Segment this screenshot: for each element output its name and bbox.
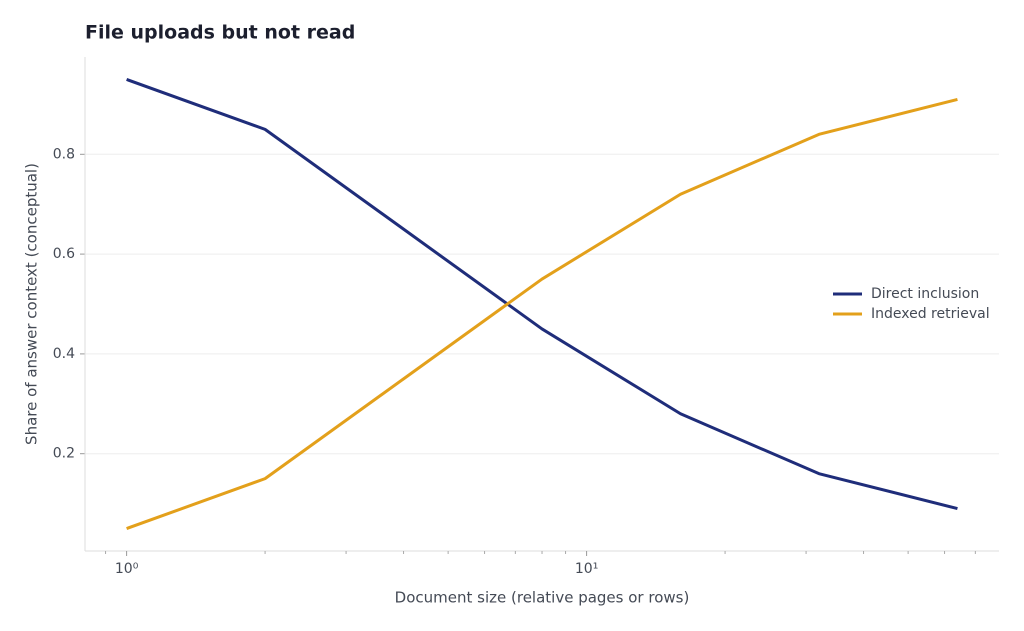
- line-series: [126, 97, 958, 530]
- x-tick-label: 10¹: [575, 561, 598, 577]
- y-axis-label: Share of answer context (conceptual): [23, 163, 41, 445]
- y-tick-label: 0.6: [53, 246, 75, 262]
- legend-label: Indexed retrieval: [871, 306, 990, 322]
- y-tick-label: 0.4: [53, 346, 75, 362]
- y-tick-label: 0.8: [53, 146, 75, 162]
- line-series: [126, 78, 958, 511]
- chart-title: File uploads but not read: [85, 22, 355, 44]
- x-tick-label: 10⁰: [115, 561, 139, 577]
- legend-label: Direct inclusion: [871, 286, 979, 302]
- y-tick-label: 0.2: [53, 446, 75, 462]
- x-axis-label: Document size (relative pages or rows): [395, 589, 690, 607]
